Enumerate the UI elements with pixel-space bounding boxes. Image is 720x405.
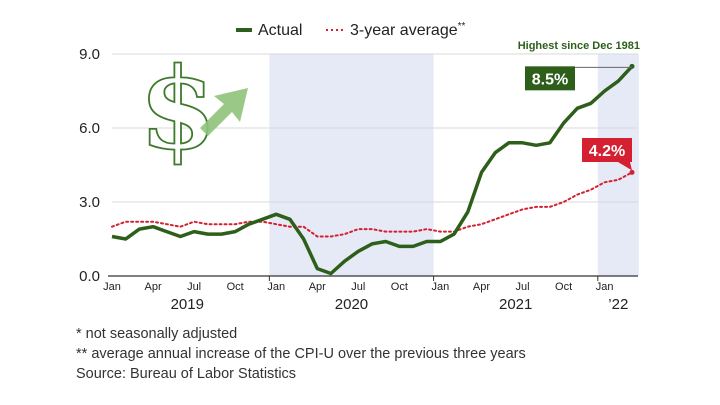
y-tick-label: 0.0 xyxy=(79,268,100,285)
series-line-actual xyxy=(111,65,634,276)
x-tick-label: Apr xyxy=(309,281,326,293)
footnote-average-definition: ** average annual increase of the CPI-U … xyxy=(76,346,526,362)
legend-average-label: 3-year average** xyxy=(350,21,466,39)
dollar-icon: $ xyxy=(138,43,218,176)
x-tick-label: Oct xyxy=(227,281,244,293)
footnotes: * not seasonally adjusted ** average ann… xyxy=(76,324,526,384)
x-tick-label: Apr xyxy=(144,281,161,293)
series-line-3-year-average xyxy=(111,171,633,238)
y-tick-label: 9.0 xyxy=(79,46,100,63)
legend: Actual 3-year average** xyxy=(236,21,466,39)
shaded-period xyxy=(597,54,639,276)
x-tick-label: Jan xyxy=(432,281,450,293)
shaded-period xyxy=(269,54,434,276)
gridlines xyxy=(112,53,638,203)
x-tick-label: Jul xyxy=(187,281,201,293)
series-lines xyxy=(111,65,634,276)
source-note: Source: Bureau of Labor Statistics xyxy=(76,366,297,382)
x-tick-label: Jul xyxy=(351,281,365,293)
up-arrow-icon xyxy=(200,88,248,136)
y-tick-label: 6.0 xyxy=(79,120,100,137)
x-tick-label: Jan xyxy=(103,281,121,293)
actual-end-point xyxy=(629,63,635,69)
data-labels: 8.5% 4.2% xyxy=(525,63,635,175)
legend-actual-label: Actual xyxy=(258,22,302,39)
highest-annotation: Highest since Dec 1981 xyxy=(518,40,640,52)
actual-last-value-label: 8.5% xyxy=(532,71,568,88)
x-year-label: ’22 xyxy=(608,296,628,313)
axes: 0.0 3.0 6.0 9.0 Jan Apr Jul Oct Jan Apr Jul Oct Jan A… xyxy=(79,46,638,313)
x-tick-label: Jan xyxy=(596,281,614,293)
actual-badge-box xyxy=(525,66,575,91)
average-end-point xyxy=(629,169,635,175)
x-year-label: 2020 xyxy=(335,296,368,313)
x-tick-label: Oct xyxy=(391,281,408,293)
average-badge-box xyxy=(582,138,632,162)
svg-text:$: $ xyxy=(139,44,217,175)
x-year-label: 2021 xyxy=(499,296,532,313)
x-year-label: 2019 xyxy=(171,296,204,313)
x-tick-label: Apr xyxy=(473,281,490,293)
average-badge-pointer xyxy=(618,162,632,171)
x-tick-label: Oct xyxy=(555,281,572,293)
shaded-periods xyxy=(269,54,639,276)
average-last-value-label: 4.2% xyxy=(589,143,625,160)
footnote-not-adjusted: * not seasonally adjusted xyxy=(76,326,238,342)
x-tick-label: Jan xyxy=(267,281,285,293)
x-tick-label: Jul xyxy=(515,281,529,293)
y-tick-label: 3.0 xyxy=(79,194,100,211)
